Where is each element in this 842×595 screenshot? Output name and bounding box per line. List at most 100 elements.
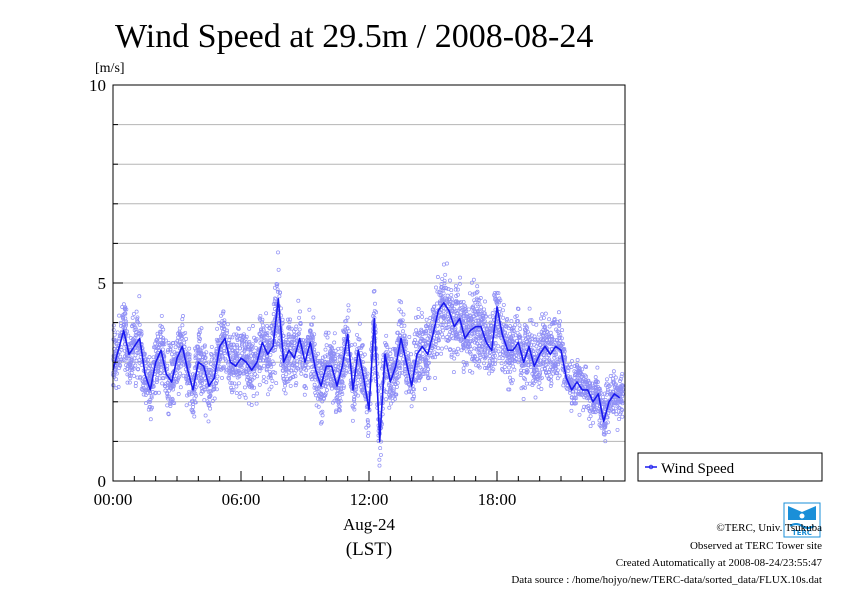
- data-point: [209, 352, 214, 356]
- data-point: [542, 325, 547, 329]
- data-point: [439, 284, 444, 289]
- data-point: [393, 347, 398, 352]
- data-point: [384, 397, 388, 402]
- data-point: [200, 345, 205, 350]
- data-point: [582, 404, 587, 409]
- data-point: [521, 397, 526, 401]
- data-point: [593, 386, 598, 391]
- data-point: [294, 365, 299, 370]
- data-point: [477, 365, 482, 370]
- data-point: [359, 345, 364, 350]
- data-point: [554, 338, 559, 343]
- y-tick-label: 10: [89, 76, 106, 95]
- data-point: [165, 349, 170, 354]
- data-point: [401, 329, 405, 334]
- data-point: [320, 409, 325, 414]
- data-point: [213, 356, 217, 361]
- data-point: [464, 326, 469, 330]
- data-point: [312, 347, 317, 352]
- data-point: [435, 275, 440, 279]
- data-point: [373, 301, 377, 306]
- data-point: [536, 376, 541, 381]
- data-point: [308, 328, 313, 333]
- data-point: [290, 339, 294, 344]
- data-point: [595, 365, 600, 370]
- data-point: [545, 359, 549, 364]
- data-point: [464, 309, 469, 314]
- data-point: [298, 360, 302, 365]
- data-point: [472, 340, 477, 345]
- data-point: [440, 325, 445, 330]
- data-point: [616, 405, 621, 410]
- data-point: [276, 341, 281, 346]
- data-point: [229, 388, 234, 392]
- data-point: [536, 384, 541, 389]
- data-point: [505, 317, 510, 321]
- data-point: [455, 301, 459, 306]
- data-point: [148, 417, 153, 422]
- data-point: [165, 396, 170, 401]
- data-point: [230, 335, 235, 340]
- data-point: [454, 333, 459, 338]
- data-point: [332, 398, 337, 403]
- data-point: [503, 360, 508, 365]
- data-point: [291, 360, 296, 365]
- data-point: [148, 371, 153, 375]
- data-point: [461, 313, 466, 318]
- data-point: [291, 334, 296, 339]
- data-point: [312, 342, 317, 347]
- data-point: [302, 384, 307, 389]
- data-point: [493, 341, 498, 346]
- data-point: [372, 289, 377, 293]
- data-point: [225, 322, 230, 327]
- data-point: [493, 296, 498, 301]
- data-point: [407, 335, 412, 339]
- data-point: [556, 360, 561, 365]
- data-point: [271, 348, 276, 353]
- data-point: [203, 413, 208, 418]
- data-point: [501, 349, 505, 354]
- data-point: [511, 358, 516, 363]
- data-point: [475, 336, 480, 341]
- data-point: [129, 360, 134, 365]
- data-point: [426, 375, 430, 380]
- data-point: [461, 300, 466, 304]
- data-point: [220, 311, 225, 316]
- data-point: [435, 289, 440, 294]
- data-point: [532, 355, 537, 360]
- data-point: [324, 376, 329, 381]
- data-point: [112, 332, 117, 337]
- data-point: [242, 349, 247, 353]
- data-point: [236, 333, 241, 338]
- data-point: [432, 311, 437, 316]
- data-point: [500, 356, 505, 361]
- data-point: [620, 414, 625, 419]
- data-point: [504, 352, 509, 356]
- data-point: [404, 380, 409, 385]
- data-point: [281, 364, 286, 369]
- data-point: [240, 351, 245, 356]
- data-point: [170, 362, 175, 367]
- data-point: [229, 343, 234, 347]
- data-point: [134, 309, 139, 314]
- data-point: [613, 383, 618, 388]
- data-point: [405, 350, 410, 355]
- data-point: [237, 337, 242, 342]
- data-point: [147, 364, 152, 368]
- data-point: [423, 386, 427, 391]
- data-point: [444, 325, 449, 330]
- data-point: [209, 368, 214, 373]
- data-point: [467, 314, 472, 319]
- data-point: [156, 342, 161, 347]
- data-point: [515, 347, 520, 352]
- data-point: [553, 350, 558, 355]
- data-point: [575, 364, 579, 369]
- data-point: [319, 420, 324, 425]
- data-point: [202, 344, 207, 349]
- data-point: [280, 317, 285, 322]
- data-point: [604, 383, 608, 388]
- data-point: [353, 392, 358, 396]
- data-point: [199, 357, 204, 362]
- data-point: [230, 355, 235, 360]
- data-point: [526, 359, 531, 364]
